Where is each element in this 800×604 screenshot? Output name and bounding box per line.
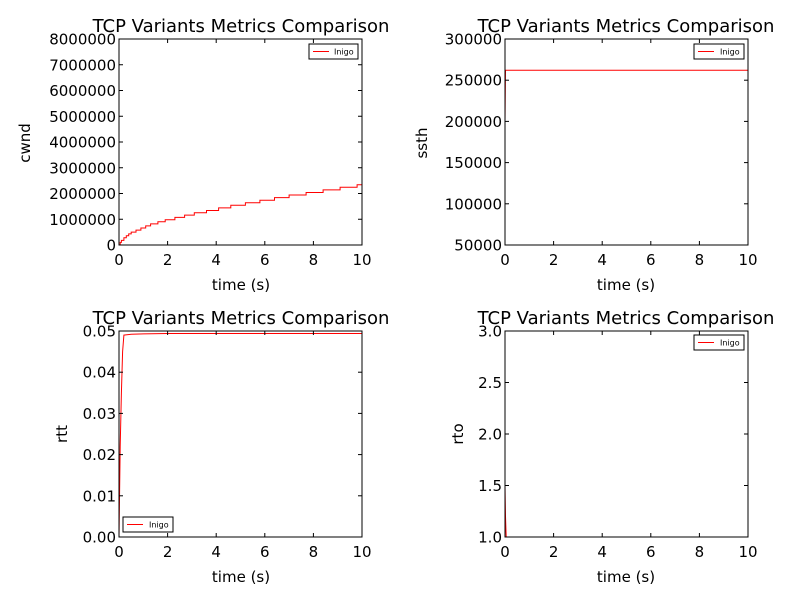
legend-box [122, 516, 174, 533]
y-tick-label: 6000000 [49, 82, 116, 100]
x-tick-label: 10 [352, 251, 371, 269]
y-tick-label: 7000000 [49, 56, 116, 74]
series-line [119, 180, 363, 246]
x-tick-label: 0 [500, 251, 510, 269]
x-axis-label: time (s) [597, 568, 655, 586]
x-tick-label: 10 [738, 543, 757, 561]
y-tick-label: 0.00 [83, 529, 116, 547]
y-tick-label: 1000000 [49, 211, 116, 229]
x-tick-label: 2 [549, 251, 559, 269]
axes-frame [118, 38, 363, 246]
x-tick-label: 4 [211, 543, 221, 561]
y-tick-label: 0 [106, 237, 116, 255]
x-tick-label: 2 [163, 543, 173, 561]
y-tick-label: 5000000 [49, 108, 116, 126]
y-tick-label: 0.02 [83, 446, 116, 464]
axes-frame [504, 38, 749, 246]
plot-area: 0 2 4 6 8 10 50000 100000 150000 200000 250000 3000… [445, 31, 758, 270]
y-tick-label: 0.01 [83, 487, 116, 505]
y-tick-label: 2000000 [49, 185, 116, 203]
legend-label: Inigo [720, 48, 740, 57]
x-tick-label: 6 [646, 543, 656, 561]
x-tick-label: 4 [597, 543, 607, 561]
plot-area: 0 2 4 6 8 10 0.00 0.01 0.02 0.03 0.04 0.05 [83, 323, 372, 562]
x-tick-label: 8 [309, 543, 319, 561]
chart-title: TCP Variants Metrics Comparison [477, 16, 775, 37]
chart-title: TCP Variants Metrics Comparison [92, 308, 390, 329]
x-tick-label: 0 [114, 251, 124, 269]
legend-box [308, 43, 359, 60]
y-tick-label: 300000 [445, 31, 502, 49]
y-tick-label: 50000 [454, 237, 502, 255]
legend-box [693, 43, 745, 60]
x-axis-label: time (s) [597, 276, 655, 294]
y-tick-label: 250000 [445, 72, 502, 90]
y-tick-label: 4000000 [49, 134, 116, 152]
y-axis-label: cwnd [16, 123, 34, 163]
y-tick-label: 0.05 [83, 323, 116, 341]
x-tick-label: 0 [500, 543, 510, 561]
plot-area: 0 2 4 6 8 10 0 1000000 2000000 3000000 4000000 5000… [49, 31, 371, 270]
x-tick-label: 6 [646, 251, 656, 269]
x-tick-label: 4 [597, 251, 607, 269]
y-tick-label: 2.0 [478, 426, 502, 444]
x-tick-label: 4 [211, 251, 221, 269]
x-tick-label: 2 [163, 251, 173, 269]
legend: Inigo [122, 516, 174, 533]
legend: Inigo [693, 43, 745, 60]
subplot-cwnd: TCP Variants Metrics Comparison 0 2 4 6 8 100… [16, 16, 389, 294]
series-line [504, 69, 748, 122]
y-tick-label: 3.0 [478, 323, 502, 341]
x-axis-label: time (s) [212, 276, 270, 294]
chart-title: TCP Variants Metrics Comparison [477, 308, 775, 329]
axes-frame [504, 330, 749, 538]
x-tick-label: 2 [549, 543, 559, 561]
y-tick-label: 150000 [445, 154, 502, 172]
y-tick-label: 8000000 [49, 31, 116, 49]
legend-label: Inigo [720, 339, 740, 348]
y-tick-label: 1.0 [478, 529, 502, 547]
y-axis-label: ssth [413, 127, 431, 158]
chart-title: TCP Variants Metrics Comparison [92, 16, 390, 37]
x-tick-label: 10 [738, 251, 757, 269]
subplot-rto: TCP Variants Metrics Comparison 0 2 4 6 8 10 1… [449, 308, 774, 586]
y-tick-label: 3000000 [49, 159, 116, 177]
x-tick-label: 6 [260, 251, 270, 269]
legend: Inigo [308, 43, 359, 60]
x-tick-label: 0 [114, 543, 124, 561]
axes-frame [118, 330, 363, 538]
y-tick-label: 1.5 [478, 477, 502, 495]
y-axis-label: rto [449, 423, 467, 444]
legend: Inigo [693, 334, 745, 351]
x-tick-label: 10 [352, 543, 371, 561]
legend-label: Inigo [149, 521, 169, 530]
legend-box [693, 334, 745, 351]
legend-label: Inigo [334, 48, 354, 57]
y-tick-label: 0.04 [83, 364, 116, 382]
y-tick-label: 200000 [445, 113, 502, 131]
x-tick-label: 8 [695, 543, 705, 561]
y-tick-label: 0.03 [83, 405, 116, 423]
x-tick-label: 6 [260, 543, 270, 561]
plot-area: 0 2 4 6 8 10 1.0 1.5 2.0 2.5 3.0 [478, 323, 757, 562]
x-tick-label: 8 [695, 251, 705, 269]
subplot-rtt: TCP Variants Metrics Comparison 0 2 4 6 8 100… [53, 308, 389, 586]
y-tick-label: 2.5 [478, 374, 502, 392]
y-axis-label: rtt [53, 425, 71, 443]
subplot-ssth: TCP Variants Metrics Comparison 0 2 4 6 8 10 5… [413, 16, 774, 294]
y-tick-label: 100000 [445, 195, 502, 213]
x-axis-label: time (s) [212, 568, 270, 586]
x-tick-label: 8 [309, 251, 319, 269]
series-line [118, 333, 362, 538]
